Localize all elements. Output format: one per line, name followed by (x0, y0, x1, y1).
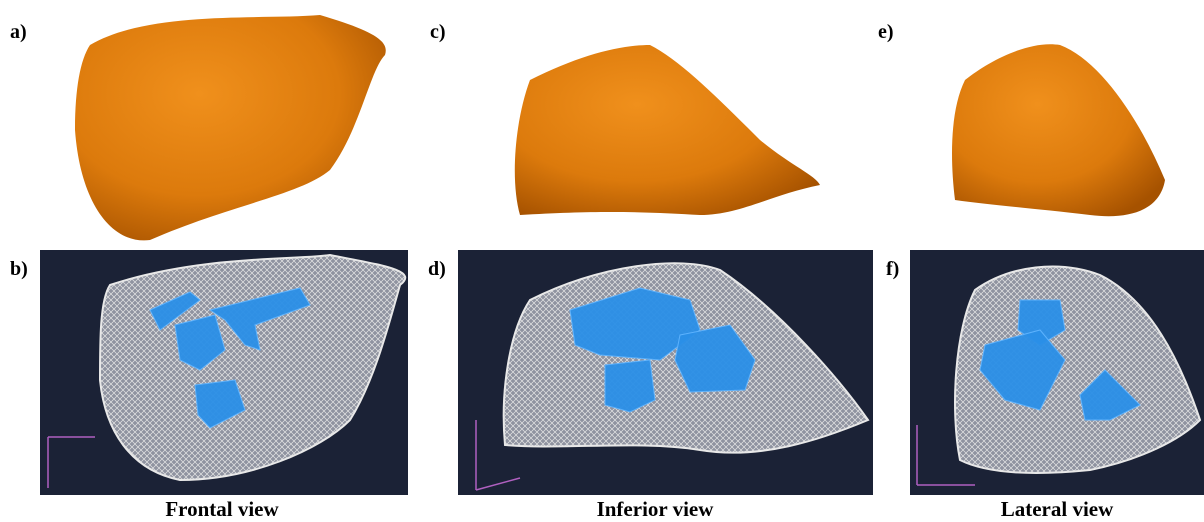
panel-label: b) (10, 258, 28, 280)
panel-label: a) (10, 21, 27, 43)
liver-render (75, 15, 386, 240)
caption: Inferior view (597, 497, 715, 521)
panel-label: d) (428, 258, 446, 280)
liver-render (515, 45, 820, 215)
panel-label: e) (878, 21, 894, 43)
figure: a) b) c) d) e) f) Frontal view Inferior … (0, 0, 1204, 522)
caption: Lateral view (1001, 497, 1114, 521)
panel-label: f) (886, 258, 899, 280)
panel-label: c) (430, 21, 446, 43)
caption: Frontal view (165, 497, 279, 521)
liver-render (952, 44, 1165, 216)
